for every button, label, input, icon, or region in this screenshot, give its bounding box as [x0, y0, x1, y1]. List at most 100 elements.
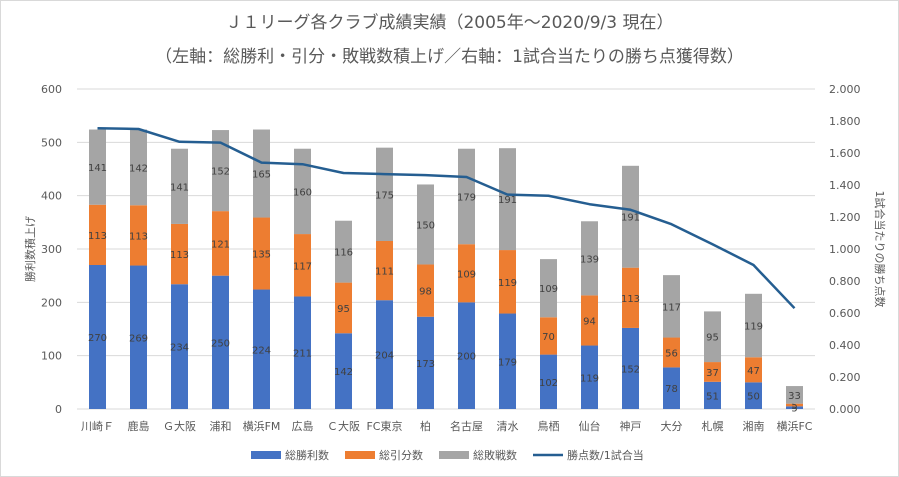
- data-label: 109: [539, 284, 558, 295]
- data-label: 5: [791, 401, 797, 412]
- bar-segment: [622, 165, 639, 268]
- y2-tick-label: 0.400: [829, 339, 861, 352]
- data-label: 179: [457, 192, 476, 203]
- bar-segment: [704, 362, 721, 382]
- bar-segment: [499, 250, 516, 314]
- data-label: 211: [293, 349, 312, 360]
- data-label: 5: [791, 404, 797, 415]
- bar-segment: [171, 223, 188, 285]
- data-label: 191: [621, 213, 640, 224]
- bar-segment: [663, 275, 680, 338]
- bar-segment: [130, 265, 147, 409]
- legend-label: 総敗戦数: [473, 448, 517, 462]
- y-tick-label: 500: [41, 136, 62, 149]
- bar-segment: [622, 327, 639, 409]
- data-label: 95: [337, 304, 350, 315]
- category-label: 川崎Ｆ: [81, 419, 114, 433]
- data-label: 47: [747, 366, 760, 377]
- data-label: 135: [252, 250, 271, 261]
- y-tick-label: 100: [41, 350, 62, 363]
- data-label: 78: [665, 384, 678, 395]
- data-label: 117: [662, 302, 681, 313]
- bar-segment: [581, 295, 598, 346]
- bar-segment: [89, 265, 106, 409]
- y-tick-label: 0: [55, 403, 62, 416]
- bar-segment: [294, 234, 311, 297]
- category-label: Ｃ大阪: [327, 419, 360, 433]
- y2-tick-label: 1.800: [829, 115, 861, 128]
- data-label: 117: [293, 261, 312, 272]
- data-label: 152: [621, 364, 640, 375]
- y2-tick-label: 0.600: [829, 307, 861, 320]
- data-label: 56: [665, 348, 678, 359]
- y-tick-label: 600: [41, 83, 62, 96]
- bar-segment: [212, 130, 229, 212]
- legend-swatch: [439, 451, 469, 459]
- bar-segment: [253, 217, 270, 290]
- data-label: 191: [498, 195, 517, 206]
- data-label: 70: [542, 332, 555, 343]
- y2-tick-label: 0.200: [829, 371, 861, 384]
- bar-segment: [663, 367, 680, 409]
- legend-label: 総勝利数: [285, 448, 329, 462]
- legend-label: 勝点数/1試合当: [567, 448, 644, 462]
- bar-segment: [212, 211, 229, 276]
- bar-segment: [335, 333, 352, 409]
- bar-segment: [663, 337, 680, 368]
- bar-segment: [499, 148, 516, 251]
- data-label: 95: [706, 333, 719, 344]
- bar-segment: [335, 220, 352, 283]
- bar-segment: [335, 282, 352, 334]
- bar-segment: [581, 345, 598, 409]
- data-label: 224: [252, 345, 271, 356]
- data-label: 109: [457, 269, 476, 280]
- bar-segment: [458, 244, 475, 303]
- chart-subtitle: （左軸：総勝利・引分・敗戦数積上げ／右軸：1試合当たりの勝ち点獲得数）: [155, 47, 744, 67]
- data-label: 119: [744, 322, 763, 333]
- bar-segment: [171, 148, 188, 224]
- bar-segment: [745, 382, 762, 409]
- category-label: 大分: [661, 419, 683, 433]
- data-label: 165: [252, 170, 271, 181]
- y2-tick-label: 1.600: [829, 147, 861, 160]
- data-label: 152: [211, 167, 230, 178]
- bar-segment: [253, 289, 270, 409]
- category-label: 札幌: [702, 419, 724, 433]
- bar-segment: [376, 241, 393, 301]
- bar-segment: [253, 129, 270, 218]
- bar-segment: [622, 267, 639, 328]
- data-label: 142: [334, 367, 353, 378]
- data-label: 116: [334, 248, 353, 259]
- category-label: Ｇ大阪: [163, 419, 196, 433]
- data-label: 111: [375, 267, 394, 278]
- data-label: 270: [88, 333, 107, 344]
- bar-segment: [417, 264, 434, 317]
- bar-segment: [786, 403, 803, 407]
- data-label: 119: [580, 373, 599, 384]
- data-label: 50: [747, 392, 760, 403]
- category-label: 横浜FC: [776, 419, 812, 433]
- data-label: 204: [375, 351, 394, 362]
- category-label: 名古屋: [450, 419, 483, 433]
- category-label: 柏: [420, 419, 431, 433]
- bar-segment: [786, 406, 803, 409]
- data-label: 142: [129, 163, 148, 174]
- bar-segment: [704, 311, 721, 363]
- legend-label: 総引分数: [379, 448, 423, 462]
- data-label: 113: [129, 231, 148, 242]
- bar-segment: [540, 354, 557, 409]
- y-axis-title: 勝利数積上げ: [23, 216, 37, 282]
- category-label: FC東京: [366, 419, 402, 433]
- bar-segment: [171, 284, 188, 409]
- y2-tick-label: 1.000: [829, 243, 861, 256]
- y2-tick-label: 0.000: [829, 403, 861, 416]
- chart-title: Ｊ１リーグ各クラブ成績実績（2005年～2020/9/3 現在）: [225, 13, 674, 33]
- bar-segment: [417, 316, 434, 409]
- data-label: 121: [211, 239, 230, 250]
- bar-segment: [745, 357, 762, 383]
- data-label: 173: [416, 359, 435, 370]
- data-label: 113: [88, 231, 107, 242]
- bar-segment: [540, 317, 557, 355]
- data-label: 234: [170, 343, 189, 354]
- bar-segment: [581, 221, 598, 296]
